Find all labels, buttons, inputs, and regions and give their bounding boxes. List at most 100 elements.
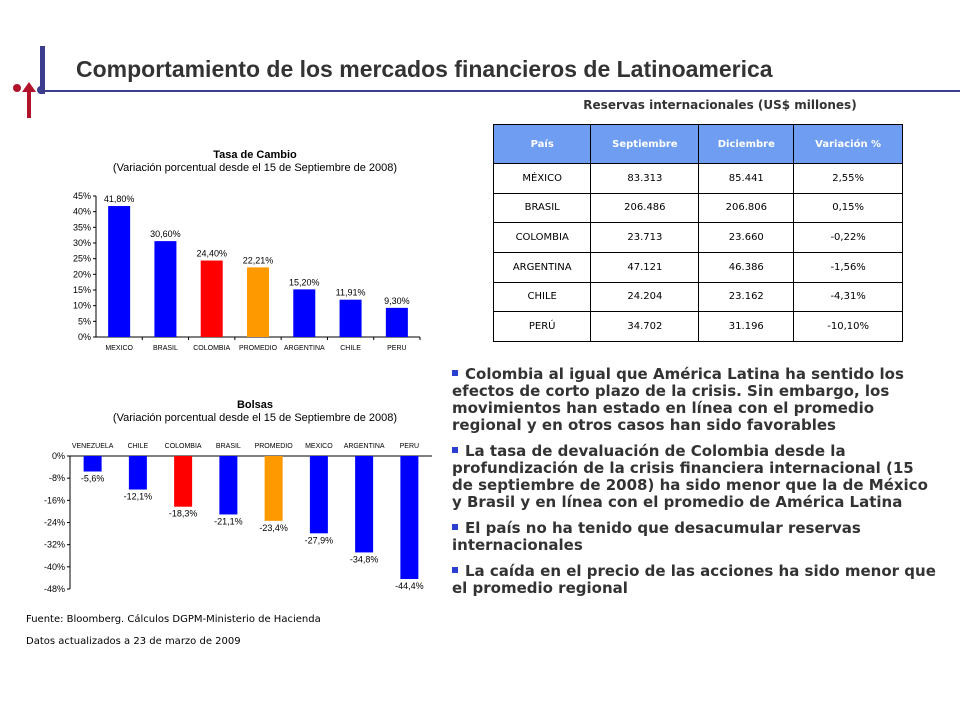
table-cell: COLOMBIA	[492, 222, 592, 253]
bar	[385, 307, 408, 337]
table-cell: CHILE	[492, 281, 592, 313]
table-cell: 46.386	[698, 251, 795, 283]
table-cell: 23.162	[698, 281, 795, 313]
bar	[154, 241, 177, 337]
data-label: 11,91%	[336, 288, 366, 298]
chart-subtitle: (Variación porcentual desde el 15 de Sep…	[113, 162, 397, 174]
table-cell: 206.806	[698, 192, 795, 224]
category-label: BRASIL	[153, 345, 178, 352]
bullet-text: La caída en el precio de las acciones ha…	[452, 562, 936, 597]
category-label: ARGENTINA	[344, 443, 385, 450]
bullet-square-icon	[452, 370, 458, 376]
bar	[247, 267, 269, 337]
reserves-table-title: Reservas internacionales (US$ millones)	[583, 98, 857, 112]
data-label: -18,3%	[169, 509, 198, 519]
key-points: Colombia al igual que América Latina ha …	[446, 366, 936, 606]
table-row: ARGENTINA 47.121 46.386 -1,56%	[492, 251, 903, 283]
bullet-item: La caída en el precio de las acciones ha…	[446, 563, 936, 597]
page-title: Comportamiento de los mercados financier…	[76, 56, 773, 82]
y-tick-label: -16%	[44, 495, 65, 505]
bar	[83, 456, 102, 472]
table-cell: -4,31%	[793, 281, 903, 313]
category-label: MEXICO	[305, 443, 333, 450]
data-label: -34,8%	[350, 554, 379, 564]
bullet-square-icon	[452, 524, 458, 530]
table-cell: PERÚ	[492, 311, 592, 342]
table-cell: 34.702	[590, 311, 700, 342]
bar	[108, 206, 131, 337]
y-tick-label: 35%	[73, 222, 91, 232]
y-tick-label: 45%	[73, 191, 91, 201]
data-label: 22,21%	[243, 255, 274, 265]
data-label: -12,1%	[124, 492, 153, 502]
y-tick-label: 10%	[73, 301, 91, 311]
bar	[400, 456, 419, 580]
table-row: COLOMBIA 23.713 23.660 -0,22%	[492, 222, 903, 253]
y-tick-label: 15%	[73, 285, 91, 295]
bar	[128, 456, 147, 490]
table-cell: 2,55%	[793, 163, 903, 194]
data-label: -23,4%	[259, 523, 288, 533]
bar	[219, 456, 238, 515]
category-label: CHILE	[340, 345, 361, 352]
table-cell: MÉXICO	[492, 163, 592, 194]
y-tick-label: -48%	[44, 584, 65, 594]
table-row: CHILE 24.204 23.162 -4,31%	[492, 281, 903, 313]
header-variation: Variación %	[793, 124, 903, 164]
stock-markets-chart: Bolsas(Variación porcentual desde el 15 …	[44, 399, 432, 594]
data-label: 30,60%	[150, 229, 181, 239]
data-label: -27,9%	[305, 535, 334, 545]
y-tick-label: 25%	[73, 254, 91, 264]
category-label: MEXICO	[105, 345, 133, 352]
table-cell: -10,10%	[793, 311, 903, 342]
title-divider	[42, 90, 960, 92]
table-cell: -1,56%	[793, 251, 903, 283]
category-label: PROMEDIO	[239, 345, 278, 352]
bullet-text: Colombia al igual que América Latina ha …	[452, 365, 904, 434]
data-label: -21,1%	[214, 516, 243, 526]
y-tick-label: -40%	[44, 562, 65, 572]
chart-subtitle: (Variación porcentual desde el 15 de Sep…	[113, 412, 397, 424]
table-cell: 0,15%	[793, 192, 903, 224]
table-cell: 83.313	[590, 163, 700, 194]
category-label: PERU	[400, 443, 419, 450]
table-cell: 47.121	[590, 251, 700, 283]
table-cell: 24.204	[590, 281, 700, 313]
category-label: PERU	[387, 345, 406, 352]
header-september: Septiembre	[590, 124, 700, 164]
y-tick-label: 0%	[52, 451, 65, 461]
table-header-row: País Septiembre Diciembre Variación %	[492, 124, 903, 164]
bar	[355, 456, 374, 553]
table-cell: ARGENTINA	[492, 251, 592, 283]
source-note: Fuente: Bloomberg. Cálculos DGPM-Ministe…	[26, 614, 321, 625]
bullet-text: La tasa de devaluación de Colombia desde…	[452, 442, 928, 511]
data-label: 9,30%	[384, 296, 410, 306]
data-label: 24,40%	[196, 249, 227, 259]
exchange-rate-chart: Tasa de Cambio(Variación porcentual desd…	[73, 149, 421, 352]
y-tick-label: -24%	[44, 518, 65, 528]
bullet-square-icon	[452, 567, 458, 573]
table-cell: 85.441	[698, 163, 795, 194]
bar	[200, 260, 223, 337]
bar	[339, 299, 362, 337]
update-note: Datos actualizados a 23 de marzo de 2009	[26, 636, 241, 647]
bullet-item: La tasa de devaluación de Colombia desde…	[446, 443, 936, 511]
y-tick-label: -32%	[44, 540, 65, 550]
header-december: Diciembre	[698, 124, 795, 164]
bullet-item: Colombia al igual que América Latina ha …	[446, 366, 936, 434]
data-label: 15,20%	[289, 277, 320, 287]
data-label: -44,4%	[395, 581, 424, 591]
table-cell: 23.660	[698, 222, 795, 253]
table-cell: BRASIL	[492, 192, 592, 224]
y-tick-label: 5%	[78, 316, 91, 326]
bar	[174, 456, 193, 507]
reserves-table: País Septiembre Diciembre Variación % MÉ…	[492, 124, 903, 342]
category-label: PROMEDIO	[255, 443, 294, 450]
data-label: 41,80%	[104, 194, 135, 204]
category-label: BRASIL	[216, 443, 241, 450]
table-cell: 206.486	[590, 192, 700, 224]
table-cell: 31.196	[698, 311, 795, 342]
bullet-text: El país no ha tenido que desacumular res…	[452, 519, 861, 554]
header-country: País	[492, 124, 592, 164]
category-label: CHILE	[128, 443, 149, 450]
